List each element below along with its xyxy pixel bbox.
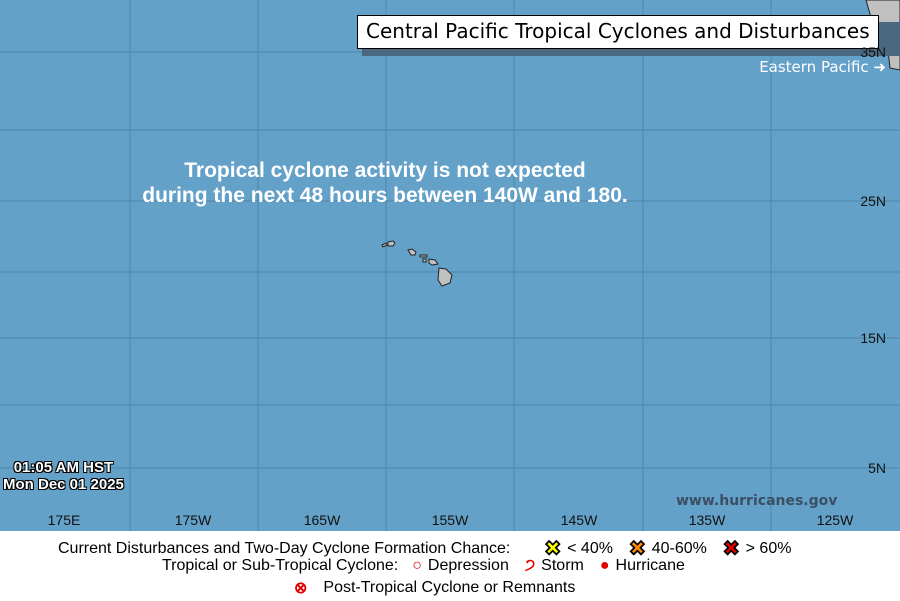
chance-low-label: < 40% [567,539,613,557]
cyclone-label: Tropical or Sub-Tropical Cyclone: [162,557,399,574]
lat-label: 35N [860,44,886,60]
post-tropical-label: Post-Tropical Cyclone or Remnants [323,579,576,596]
legend-disturbances-row: Current Disturbances and Two-Day Cyclone… [58,536,791,561]
x-yellow-icon: ✖ [544,538,562,561]
legend-cyclone-row: Tropical or Sub-Tropical Cyclone: ○ Depre… [162,557,685,575]
lon-label: 155W [431,512,469,528]
timestamp-time: 01:05 AM HST [13,459,114,476]
lon-label: 175W [174,512,212,528]
lon-label: 125W [816,512,854,528]
eastern-pacific-link[interactable]: Eastern Pacific ➜ [759,58,886,76]
message-line-1: Tropical cyclone activity is not expecte… [184,159,586,182]
lon-label: 135W [688,512,726,528]
hurricane-swirl-icon: ● [599,557,610,574]
storm-label: Storm [541,557,584,574]
map: Central Pacific Tropical Cyclones and Di… [0,0,900,531]
arrow-right-icon: ➜ [873,58,886,76]
depression-label: Depression [427,557,509,574]
map-title: Central Pacific Tropical Cyclones and Di… [357,15,879,49]
hurricane-label: Hurricane [615,557,685,574]
disturbances-label: Current Disturbances and Two-Day Cyclone… [58,539,511,557]
website-link[interactable]: www.hurricanes.gov [676,493,838,509]
lat-label: 25N [860,193,886,209]
lon-label: 175E [47,512,81,528]
lon-label: 165W [303,512,341,528]
message-line-2: during the next 48 hours between 140W an… [142,184,628,207]
open-circle-icon: ○ [412,557,422,574]
timestamp: 01:05 AM HST Mon Dec 01 2025 [3,459,124,493]
storm-swirl-icon: ੭ [524,557,536,574]
lat-label: 15N [860,330,886,346]
map-graticule [0,0,900,531]
x-orange-icon: ✖ [628,538,646,561]
lat-label: 5N [868,460,886,476]
outlook-message: Tropical cyclone activity is not expecte… [120,158,650,208]
chance-high-label: > 60% [745,539,792,557]
chance-medium-label: 40-60% [651,539,707,557]
legend-post-tropical-row: ⊗ Post-Tropical Cyclone or Remnants [294,578,575,598]
x-red-icon: ✖ [722,538,740,561]
eastern-pacific-label: Eastern Pacific [759,58,869,76]
circled-x-icon: ⊗ [294,580,308,597]
timestamp-date: Mon Dec 01 2025 [3,476,124,493]
lon-label: 145W [560,512,598,528]
